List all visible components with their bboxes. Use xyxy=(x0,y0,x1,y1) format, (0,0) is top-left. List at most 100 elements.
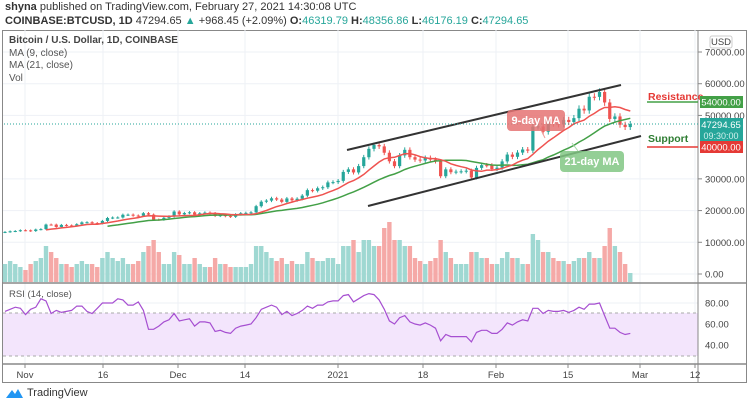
candle-body xyxy=(100,220,104,224)
candle-body xyxy=(13,230,17,232)
candle-body xyxy=(321,187,325,189)
volume-bar xyxy=(279,258,284,282)
volume-bar xyxy=(392,240,397,282)
up-triangle-icon: ▲ xyxy=(184,15,196,27)
volume-bar xyxy=(59,264,64,282)
volume-bar xyxy=(243,267,249,282)
volume-bar xyxy=(335,264,341,282)
candle-body xyxy=(300,195,304,199)
ma9-label: 9-day MA xyxy=(512,115,561,127)
publish-info: shyna published on TradingView.com, Febr… xyxy=(5,1,356,13)
legend-vol[interactable]: Vol xyxy=(9,72,23,84)
candle-body xyxy=(285,198,289,202)
upper-channel-line[interactable] xyxy=(346,84,622,151)
candle-body xyxy=(54,224,58,227)
volume-bar xyxy=(315,261,320,282)
volume-bar xyxy=(371,246,377,282)
legend-title: Bitcoin / U.S. Dollar, 1D, COINBASE xyxy=(9,35,178,46)
volume-bar xyxy=(69,267,74,282)
lower-channel-line[interactable] xyxy=(367,135,642,207)
volume-bar xyxy=(587,252,592,282)
low-value: 46176.19 xyxy=(421,15,468,27)
candle-body xyxy=(577,108,581,119)
volume-bar xyxy=(402,246,407,282)
candle-body xyxy=(336,180,340,183)
volume-bar xyxy=(387,222,392,282)
candle-body xyxy=(244,212,248,214)
volume-bar xyxy=(125,264,131,282)
volume-bar xyxy=(525,264,530,282)
candle-body xyxy=(418,159,422,161)
price-axis[interactable]: 70000.00 60000.00 50000.00 30000.00 20000.00… xyxy=(698,48,745,281)
volume-bar xyxy=(171,252,177,282)
close-value: 47294.65 xyxy=(482,15,529,27)
support-label: Support xyxy=(648,133,689,145)
rsi-tick-label: 80.00 xyxy=(705,299,729,310)
volume-bar xyxy=(28,264,33,282)
volume-bar xyxy=(23,270,28,282)
volume-bar xyxy=(38,258,44,282)
price-tick-label: 60000.00 xyxy=(705,79,745,90)
legend-ma9[interactable]: MA (9, close) xyxy=(9,47,68,59)
candle-body xyxy=(316,188,320,191)
volume-bar xyxy=(223,264,228,282)
volume-bar xyxy=(382,228,387,282)
candle-body xyxy=(382,146,386,153)
volume-bar xyxy=(105,252,110,282)
volume-bar xyxy=(556,261,561,282)
volume-bar xyxy=(2,264,8,282)
volume-bar xyxy=(330,258,336,282)
volume-bar xyxy=(592,258,597,282)
symbol: COINBASE:BTCUSD, 1D xyxy=(5,15,133,27)
candle-body xyxy=(44,224,48,230)
price-tick-label: 10000.00 xyxy=(705,238,745,249)
resistance-price-tag xyxy=(700,96,743,108)
candle-body xyxy=(182,213,186,215)
candle-body xyxy=(29,230,33,232)
candle-body xyxy=(70,225,74,227)
tradingview-logo[interactable]: TradingView xyxy=(4,387,88,399)
price-tick-label: 30000.00 xyxy=(705,174,745,185)
legend-ma21[interactable]: MA (21, close) xyxy=(9,60,73,71)
volume-bar xyxy=(218,264,223,282)
candle-body xyxy=(567,119,571,122)
candle-body xyxy=(254,206,258,213)
candle-body xyxy=(203,212,207,214)
volume-bar xyxy=(581,258,587,282)
volume-bar xyxy=(289,261,295,282)
candle-body xyxy=(146,213,151,215)
volume-bar xyxy=(259,246,264,282)
volume-bar xyxy=(182,264,187,282)
volume-bar xyxy=(417,261,423,282)
candle-body xyxy=(459,171,463,173)
volume-bar xyxy=(300,264,305,282)
time-axis[interactable]: Nov 16 Dec 14 2021 18 Feb 15 Mar 12 xyxy=(17,364,701,381)
volume-bar xyxy=(622,264,628,282)
volume-bar xyxy=(433,258,438,282)
candle-body xyxy=(49,224,53,226)
candle-body xyxy=(126,214,130,216)
volume-bar xyxy=(464,264,469,282)
candle-body xyxy=(341,171,345,181)
candle-body xyxy=(444,169,448,177)
candle-body xyxy=(326,182,330,188)
open-label: O: xyxy=(289,15,303,27)
ma9-line xyxy=(45,105,631,231)
candle-body xyxy=(105,217,110,221)
volume-bar xyxy=(412,258,418,282)
candle-body xyxy=(85,222,89,224)
volume-bar xyxy=(7,261,13,282)
rsi-band xyxy=(3,313,698,356)
candle-body xyxy=(526,149,530,151)
volume-bar xyxy=(546,252,551,282)
volume-bar xyxy=(351,240,356,282)
volume-bar xyxy=(458,264,464,282)
volume-bar xyxy=(612,246,618,282)
candle-body xyxy=(367,148,371,158)
volume-bar xyxy=(115,261,120,282)
price-tick-label: 0.00 xyxy=(705,270,724,281)
volume-bar xyxy=(499,258,505,282)
ma21-line xyxy=(107,117,631,227)
rsi-title: RSI (14, close) xyxy=(9,289,72,300)
